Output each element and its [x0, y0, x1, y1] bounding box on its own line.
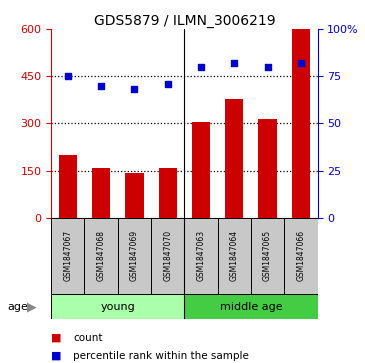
Text: young: young: [100, 302, 135, 312]
Bar: [184, 294, 318, 319]
Text: ■: ■: [51, 333, 62, 343]
Bar: [218, 218, 251, 294]
Bar: [51, 218, 84, 294]
Text: count: count: [73, 333, 103, 343]
Bar: [258, 119, 277, 218]
Bar: [284, 218, 318, 294]
Bar: [84, 218, 118, 294]
Bar: [251, 218, 284, 294]
Bar: [184, 218, 218, 294]
Text: GSM1847069: GSM1847069: [130, 231, 139, 281]
Text: ■: ■: [51, 351, 62, 361]
Point: [131, 86, 137, 92]
Bar: [125, 173, 143, 218]
Text: GSM1847065: GSM1847065: [263, 231, 272, 281]
Point: [98, 83, 104, 89]
Text: age: age: [7, 302, 28, 312]
Text: percentile rank within the sample: percentile rank within the sample: [73, 351, 249, 361]
Bar: [118, 218, 151, 294]
Title: GDS5879 / ILMN_3006219: GDS5879 / ILMN_3006219: [93, 14, 275, 28]
Point: [298, 60, 304, 66]
Bar: [225, 99, 243, 218]
Point: [65, 73, 71, 79]
Point: [231, 60, 237, 66]
Text: GSM1847070: GSM1847070: [163, 231, 172, 281]
Bar: [151, 218, 184, 294]
Point: [198, 64, 204, 70]
Text: GSM1847068: GSM1847068: [97, 231, 105, 281]
Text: middle age: middle age: [220, 302, 282, 312]
Text: GSM1847064: GSM1847064: [230, 231, 239, 281]
Text: GSM1847067: GSM1847067: [63, 231, 72, 281]
Text: GSM1847063: GSM1847063: [196, 231, 205, 281]
Text: GSM1847066: GSM1847066: [296, 231, 306, 281]
Bar: [292, 29, 310, 218]
Point: [265, 64, 270, 70]
Bar: [92, 168, 110, 218]
Bar: [59, 155, 77, 218]
Bar: [158, 168, 177, 218]
Text: ▶: ▶: [27, 300, 37, 313]
Bar: [51, 294, 184, 319]
Bar: [192, 122, 210, 218]
Point: [165, 81, 170, 87]
